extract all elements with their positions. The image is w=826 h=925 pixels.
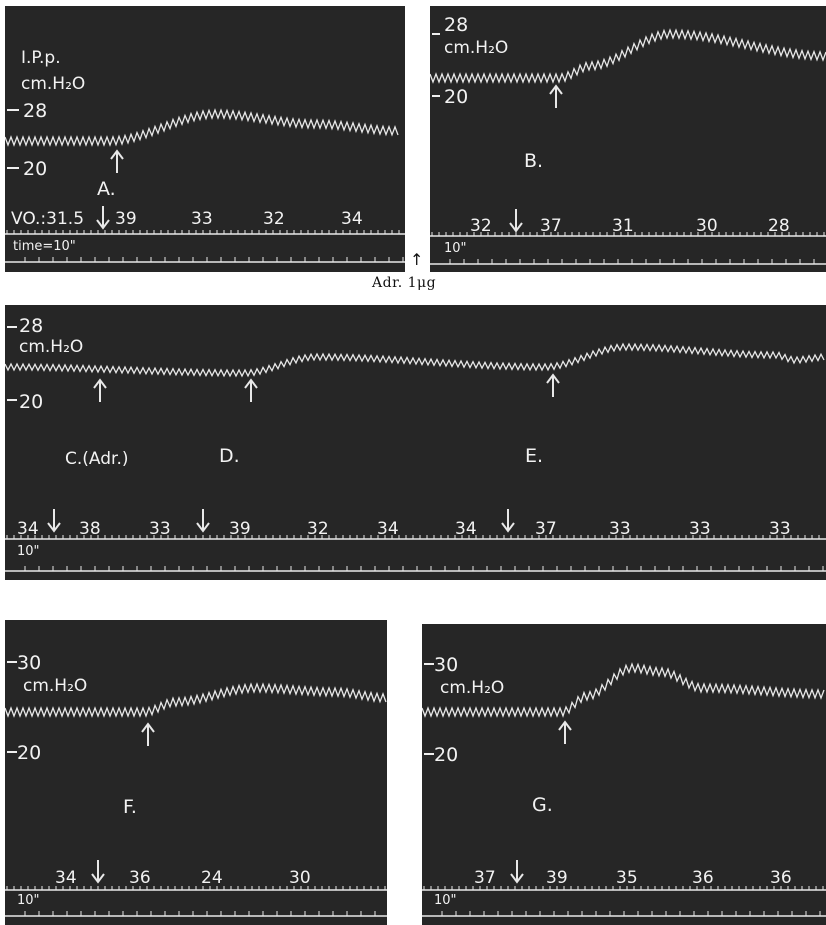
value-label: 34 [17,519,39,539]
tick-label-low: 20 [17,742,42,764]
arrow-down-icon [96,206,110,230]
value-label: 24 [201,868,223,888]
value-label: 34 [455,519,477,539]
units-label: cm.H₂O [440,678,505,698]
time-label: 10" [17,893,40,908]
units-label: cm.H₂O [444,38,509,58]
timebase-a [5,230,405,263]
value-label: 33 [191,209,213,229]
panel-letter: F. [123,796,137,818]
panel-letter: D. [219,445,240,467]
value-label: 30 [696,216,718,236]
tick-label-low: 20 [19,391,44,413]
value-label: 32 [307,519,329,539]
value-label: 31 [612,216,634,236]
arrow-up-icon: ↑ [410,250,424,269]
units-label: cm.H₂O [21,74,86,94]
units-label: cm.H₂O [23,676,88,696]
tick-label-low: 20 [444,86,469,108]
panel-letter: C.(Adr.) [65,449,129,469]
panel-a-graphics [5,108,405,263]
panel-letter: E. [525,445,544,467]
timebase-g [422,886,826,917]
ipp-label: I.P.p. [21,48,61,68]
arrow-up-icon [110,149,124,173]
panel-f-graphics [5,661,387,917]
trace-b [430,28,826,84]
panel-cde: 28 cm.H₂O 20 C.(Adr.) D. E. 34 38 33 39 … [5,305,826,580]
tick-label-high: 28 [23,100,48,122]
value-label: 39 [546,868,568,888]
panel-letter: A. [97,178,116,200]
value-label: 37 [474,868,496,888]
trace-a [5,108,399,147]
trace-f [5,682,387,718]
panel-f: 30 cm.H₂O 20 F. 34 36 24 30 10" [5,620,387,925]
panel-g-graphics [422,662,826,917]
panel-cde-graphics [5,326,826,572]
timebase-b [430,232,826,265]
arrow-up-icon [244,378,258,402]
panel-b: 28 cm.H₂O 20 B. 32 37 31 30 28 10" [430,6,826,272]
trace-g [422,662,825,718]
panel-a: I.P.p. cm.H₂O 28 20 A. VO.:31.5 39 33 32… [5,6,405,272]
arrow-up-icon [546,373,560,397]
value-label: 36 [692,868,714,888]
arrow-up-icon [549,84,563,108]
arrow-down-icon [196,509,210,533]
arrow-up-icon [141,722,155,746]
value-label: 28 [768,216,790,236]
value-label: 35 [616,868,638,888]
time-label: 10" [17,544,40,559]
arrow-down-icon [91,860,105,884]
units-label: cm.H₂O [19,337,84,357]
value-label: 33 [609,519,631,539]
trace-cde [5,342,825,378]
time-label: 10" [434,893,457,908]
value-label: 33 [149,519,171,539]
tick-label-low: 20 [434,744,459,766]
tick-label-high: 28 [19,315,44,337]
value-label: 33 [769,519,791,539]
tick-label-high: 28 [444,14,469,36]
panel-b-graphics [430,28,826,265]
panel-letter: G. [532,794,553,816]
value-label: 39 [115,209,137,229]
value-label: 30 [289,868,311,888]
value-label: 38 [79,519,101,539]
value-label: 33 [689,519,711,539]
figure-caption: Adr. 1μg [372,275,437,291]
value-label: 32 [470,216,492,236]
arrow-up-icon [558,720,572,744]
time-label: 10" [444,241,467,256]
arrow-up-icon [93,378,107,402]
arrow-down-icon [47,509,61,533]
value-label: 39 [229,519,251,539]
value-label: 36 [770,868,792,888]
arrow-down-icon [509,209,523,233]
value-label: 32 [263,209,285,229]
timebase-cde [5,535,826,572]
panel-g: 30 cm.H₂O 20 G. 37 39 35 36 36 10" [422,624,826,925]
value-label: 37 [540,216,562,236]
value-label: 36 [129,868,151,888]
value-label: 37 [535,519,557,539]
value-label: 34 [55,868,77,888]
value-label: 34 [341,209,363,229]
tick-label-low: 20 [23,158,48,180]
arrow-down-icon [501,509,515,533]
value-label: 34 [377,519,399,539]
timebase-f [5,886,387,917]
tick-label-high: 30 [434,654,459,676]
panel-letter: B. [524,150,544,172]
time-label: time=10" [13,239,76,254]
vo-label: VO.:31.5 [11,209,85,229]
tick-label-high: 30 [17,652,42,674]
arrow-down-icon [510,860,524,884]
